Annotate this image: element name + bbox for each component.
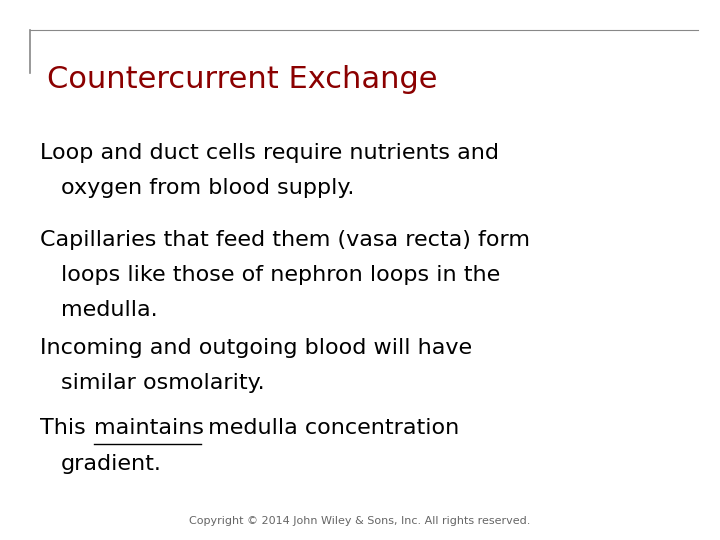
Text: gradient.: gradient. [61, 454, 162, 474]
Text: loops like those of nephron loops in the: loops like those of nephron loops in the [61, 265, 500, 285]
Text: similar osmolarity.: similar osmolarity. [61, 373, 265, 393]
Text: maintains: maintains [94, 418, 204, 438]
Text: Loop and duct cells require nutrients and: Loop and duct cells require nutrients an… [40, 143, 498, 163]
Text: This: This [40, 418, 92, 438]
Text: Incoming and outgoing blood will have: Incoming and outgoing blood will have [40, 338, 472, 357]
Text: medulla concentration: medulla concentration [201, 418, 459, 438]
Text: oxygen from blood supply.: oxygen from blood supply. [61, 178, 354, 198]
Text: Copyright © 2014 John Wiley & Sons, Inc. All rights reserved.: Copyright © 2014 John Wiley & Sons, Inc.… [189, 516, 531, 526]
Text: Countercurrent Exchange: Countercurrent Exchange [47, 65, 437, 94]
Text: medulla.: medulla. [61, 300, 158, 320]
Text: Capillaries that feed them (vasa recta) form: Capillaries that feed them (vasa recta) … [40, 230, 530, 249]
